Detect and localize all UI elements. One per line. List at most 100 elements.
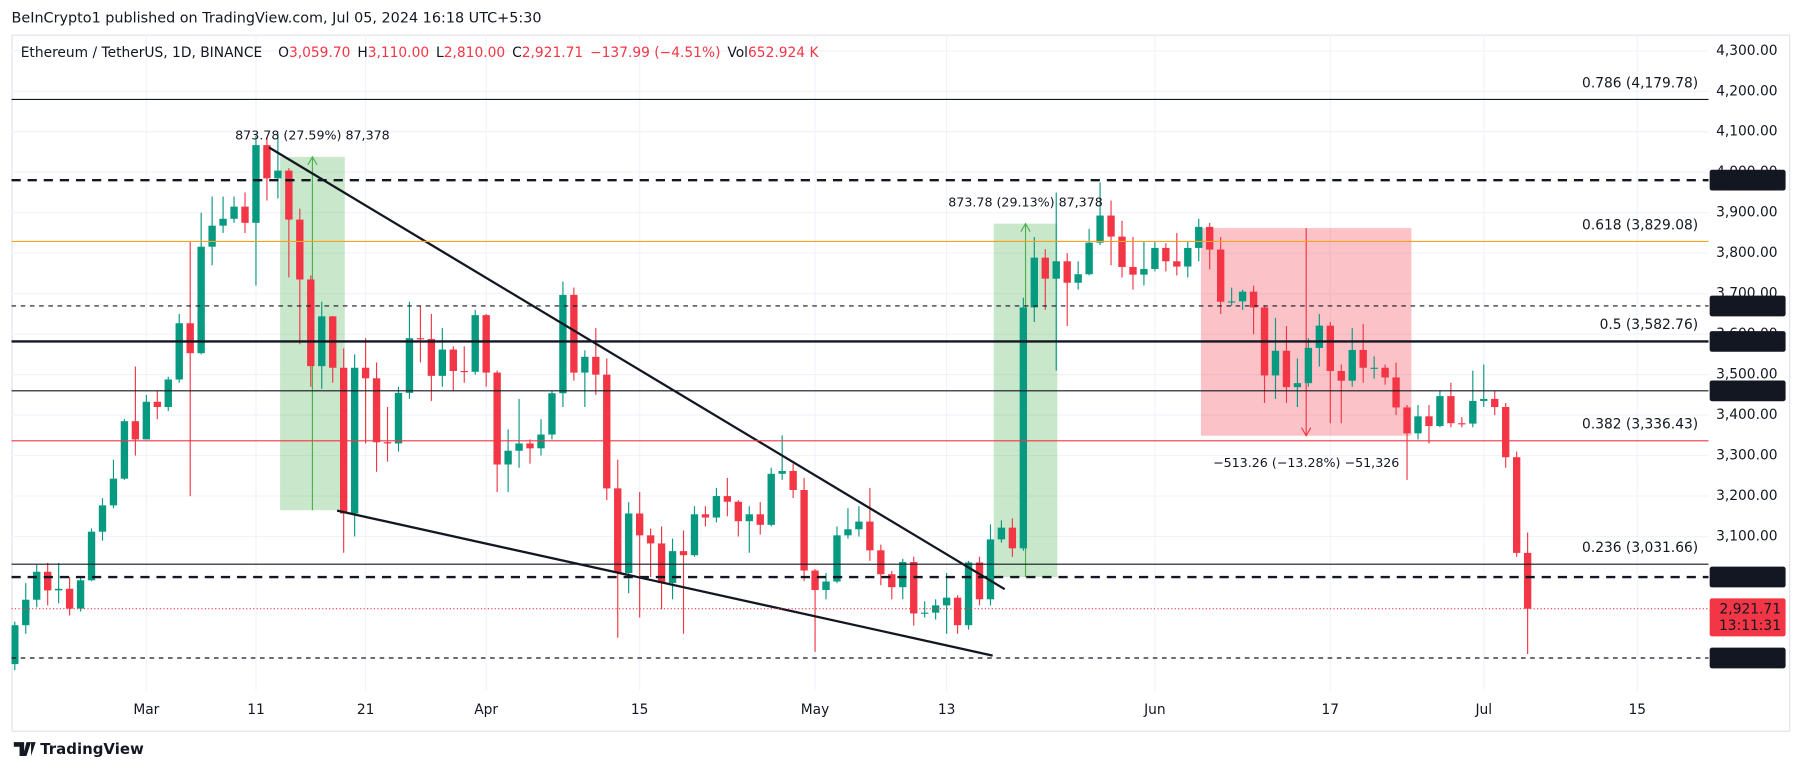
- candle-body: [833, 535, 841, 582]
- legend: Ethereum / TetherUS, 1D, BINANCE O3,059.…: [21, 45, 820, 61]
- candle-body: [263, 145, 271, 179]
- y-tick-label: 4,200.00: [1716, 83, 1777, 99]
- y-tick-label: 4,300.00: [1716, 43, 1777, 59]
- brand: TradingView: [40, 740, 144, 758]
- level-axis-box: [1709, 566, 1786, 588]
- candle-body: [811, 570, 819, 590]
- candle-body: [745, 514, 753, 522]
- candle-body: [964, 562, 973, 626]
- candle-body: [942, 597, 951, 606]
- measure-arrowhead: [1020, 222, 1031, 232]
- chart-frame: [11, 34, 1791, 732]
- candle-body: [109, 478, 118, 506]
- fib-label: 0.786 (4,179.78): [1582, 75, 1698, 91]
- x-tick-label: 17: [1322, 702, 1340, 718]
- publisher-note: BeInCrypto1 published on TradingView.com…: [12, 10, 542, 26]
- ohlc-value: 2,921.71: [522, 45, 583, 61]
- candle-body: [274, 170, 282, 179]
- candle-body: [504, 450, 512, 465]
- candle-body: [1425, 416, 1433, 427]
- candle-body: [910, 562, 918, 614]
- trendline: [268, 146, 1006, 591]
- candle-body: [1052, 261, 1060, 279]
- candle-body: [449, 349, 457, 371]
- volume-key: Vol: [727, 45, 748, 61]
- candle-body: [1085, 242, 1093, 275]
- candle-body: [22, 599, 30, 626]
- candle-body: [1151, 247, 1159, 269]
- candle-body: [1107, 215, 1115, 237]
- ohlc: O3,059.70 H3,110.00 L2,810.00 C2,921.71 −137…: [278, 45, 819, 61]
- measure-arrowhead: [1301, 427, 1312, 437]
- y-tick-label: 3,100.00: [1716, 529, 1777, 545]
- candle-body: [1216, 249, 1225, 302]
- level-axis-box: [1709, 647, 1786, 669]
- candle-body: [153, 401, 161, 408]
- level-axis-box: [1709, 295, 1786, 317]
- y-tick-label: 3,400.00: [1716, 407, 1777, 423]
- candle-body: [953, 597, 962, 626]
- x-tick-label: Jun: [1143, 702, 1166, 718]
- candle-body: [1008, 527, 1017, 549]
- candle-body: [1414, 416, 1422, 434]
- candle-body: [559, 294, 567, 394]
- candle-body: [679, 551, 688, 556]
- candle-body: [1293, 383, 1302, 388]
- candle-body: [219, 218, 227, 226]
- candle-body: [921, 612, 929, 614]
- candle-body: [537, 434, 545, 449]
- candle-body: [625, 513, 633, 573]
- candle-body: [997, 527, 1006, 540]
- candle-body: [1381, 367, 1389, 378]
- candle-body: [54, 588, 63, 591]
- y-tick-label: 3,900.00: [1716, 205, 1777, 221]
- candle-body: [986, 539, 995, 600]
- candle-body: [646, 535, 655, 544]
- candle-body: [800, 490, 808, 571]
- current-price-box: [1709, 598, 1786, 637]
- measure-label: 873.78 (27.59%) 87,378: [235, 128, 390, 143]
- candle-body: [1392, 377, 1400, 408]
- x-tick-label: 11: [247, 702, 265, 718]
- candle-body: [1184, 247, 1192, 267]
- y-tick-label: 4,100.00: [1716, 124, 1777, 140]
- fib-label: 0.5 (3,582.76): [1600, 317, 1699, 333]
- current-price-countdown: 13:11:31: [1719, 618, 1781, 634]
- candle-body: [1238, 291, 1247, 302]
- ohlc-key: C: [512, 45, 522, 61]
- candle-body: [427, 339, 436, 376]
- candle-body: [734, 501, 743, 522]
- candle-body: [778, 470, 786, 474]
- candle-body: [570, 294, 578, 373]
- level-axis-label: 3,000.00: [1713, 570, 1781, 586]
- candle-body: [285, 170, 293, 220]
- volume-value: 652.924 K: [748, 45, 819, 61]
- candle-body: [493, 372, 501, 465]
- level-axis-label: 3,582.00: [1713, 334, 1781, 350]
- candle-body: [526, 443, 534, 449]
- candle-body: [899, 562, 907, 588]
- candle-body: [1162, 247, 1170, 262]
- candle-body: [1502, 407, 1510, 458]
- candle-body: [76, 580, 85, 609]
- candle-body: [1403, 407, 1411, 434]
- y-tick-label: 3,500.00: [1716, 367, 1777, 383]
- y-tick-label: 3,300.00: [1716, 448, 1777, 464]
- candle-body: [296, 219, 304, 280]
- candle-body: [789, 470, 797, 491]
- candle-body: [87, 531, 96, 581]
- candle-body: [208, 225, 216, 247]
- candle-body: [1304, 347, 1313, 384]
- candle-body: [186, 323, 194, 354]
- candle-body: [1370, 367, 1378, 369]
- ohlc-key: O: [278, 45, 289, 61]
- candle-body: [712, 496, 721, 518]
- fib-label: 0.382 (3,336.43): [1582, 417, 1698, 433]
- candle-body: [877, 550, 885, 575]
- candle-body: [1359, 349, 1367, 368]
- candle-body: [1326, 325, 1334, 371]
- level-axis-box: [1709, 380, 1786, 402]
- candle-body: [252, 145, 260, 223]
